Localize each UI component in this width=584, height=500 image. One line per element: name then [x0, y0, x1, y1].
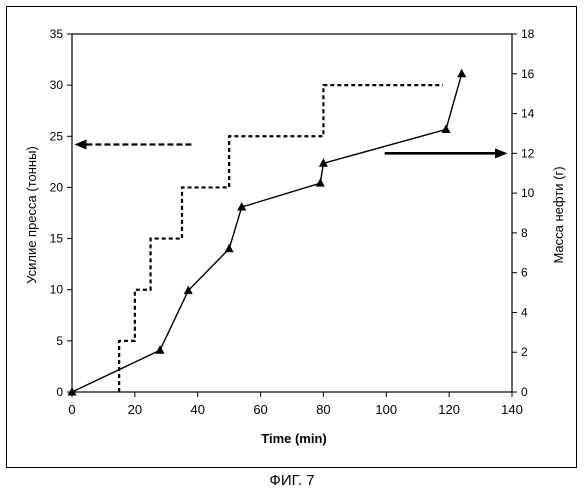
data-point-triangle-marker	[156, 345, 165, 354]
x-tick-label: 80	[316, 402, 330, 417]
ticks: 0 20 40 60 80 100 120 140 0 5 10 15 20 25 30 35 0 2 4 6 8 10 1…	[50, 27, 535, 417]
left-axis-arrowhead	[75, 139, 87, 149]
annotation-layer	[75, 139, 508, 158]
x-tick-label: 40	[190, 402, 204, 417]
x-tick-label: 120	[438, 402, 460, 417]
y-left-tick-label: 25	[50, 129, 64, 143]
y-left-tick-label: 20	[50, 180, 64, 194]
plot-area-border	[72, 34, 512, 392]
right-axis-arrowhead	[495, 148, 508, 158]
x-tick-label: 0	[68, 402, 75, 417]
y-left-tick-label: 15	[50, 232, 64, 246]
chart: 0 20 40 60 80 100 120 140 0 5 10 15 20 25 30 35 0 2 4 6 8 10 1…	[0, 0, 584, 470]
x-tick-label: 100	[375, 402, 397, 417]
x-axis-label: Time (min)	[261, 431, 327, 446]
y-right-tick-label: 6	[521, 266, 528, 280]
y-right-tick-label: 14	[521, 107, 535, 121]
y-right-tick-label: 12	[521, 146, 535, 160]
y-left-tick-label: 10	[50, 283, 64, 297]
y-right-tick-label: 16	[521, 67, 535, 81]
y-left-tick-label: 30	[50, 78, 64, 92]
data-point-triangle-marker	[442, 124, 451, 132]
y-axis-right-label: Масса нефти (г)	[551, 166, 566, 263]
x-tick-label: 140	[501, 402, 523, 417]
y-left-tick-label: 35	[50, 27, 64, 41]
y-left-tick-label: 0	[56, 385, 63, 399]
y-right-tick-label: 18	[521, 27, 535, 41]
x-tick-label: 20	[128, 402, 142, 417]
x-tick-label: 60	[253, 402, 267, 417]
figure-caption: ФИГ. 7	[0, 472, 584, 489]
axes	[72, 34, 512, 392]
series-press-force-line	[119, 85, 443, 392]
y-right-tick-label: 2	[521, 345, 528, 359]
y-axis-left-label: Усилие пресса (тонны)	[24, 146, 39, 284]
data-point-triangle-marker	[316, 178, 325, 187]
y-left-tick-label: 5	[56, 334, 63, 348]
y-right-tick-label: 8	[521, 226, 528, 240]
data-point-triangle-marker	[457, 69, 466, 78]
data-point-triangle-marker	[225, 244, 234, 253]
y-right-tick-label: 0	[521, 385, 528, 399]
series-layer	[68, 69, 467, 396]
series-oil-mass-line	[72, 74, 462, 392]
y-right-tick-label: 4	[521, 305, 528, 319]
y-right-tick-label: 10	[521, 186, 535, 200]
